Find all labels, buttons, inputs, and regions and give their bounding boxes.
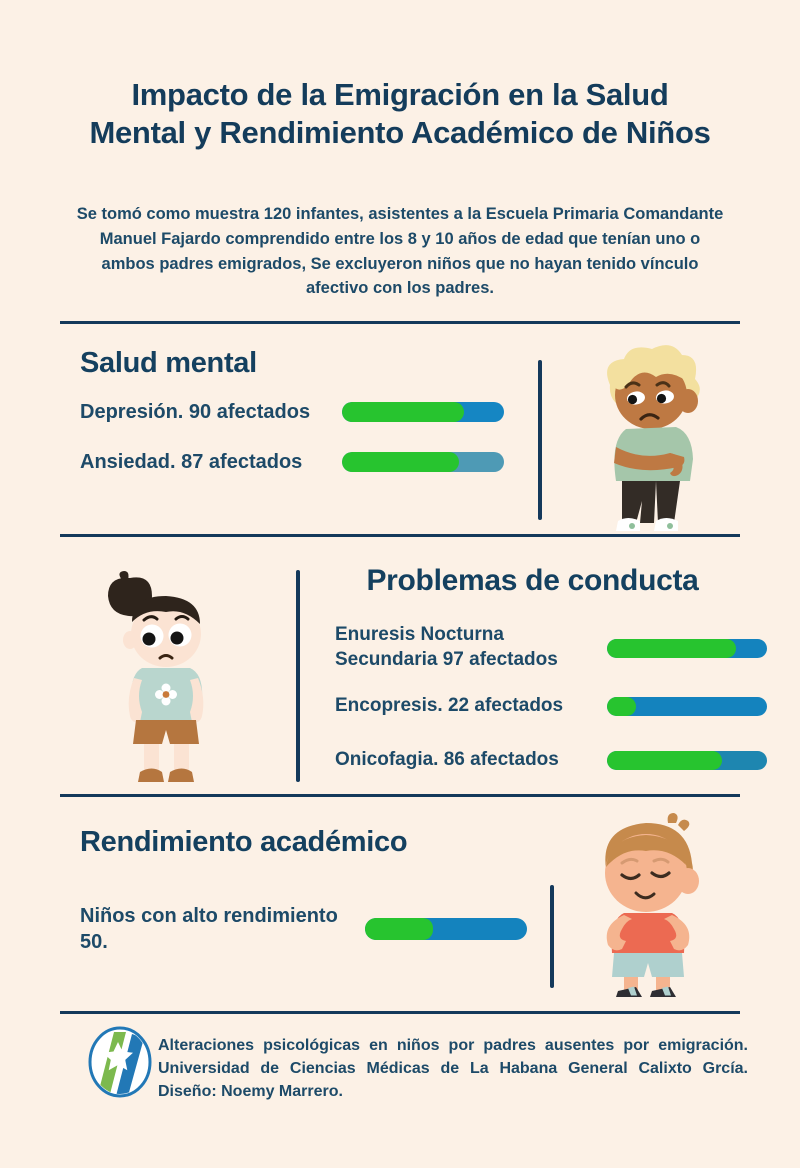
section-heading-salud-mental: Salud mental bbox=[80, 347, 257, 379]
progress-bar-onicofagia bbox=[607, 750, 767, 770]
stat-row-depresion: Depresión. 90 afectados bbox=[80, 399, 504, 425]
happy-boy-illustration bbox=[605, 813, 699, 997]
stat-row-rendimiento: Niños con alto rendimiento 50. bbox=[80, 903, 527, 955]
stat-label: Niños con alto rendimiento 50. bbox=[80, 905, 338, 953]
progress-bar-fill bbox=[607, 638, 737, 658]
progress-bar-fill bbox=[607, 696, 637, 716]
section-divider bbox=[60, 794, 740, 797]
footer-credits: Alteraciones psicológicas en niños por p… bbox=[158, 1037, 748, 1101]
section-heading-problemas-conducta: Problemas de conducta bbox=[366, 564, 699, 597]
vertical-divider bbox=[296, 570, 300, 782]
stat-label: Encopresis. 22 afectados bbox=[335, 694, 564, 716]
section-heading-rendimiento: Rendimiento académico bbox=[80, 826, 408, 858]
progress-bar-enuresis bbox=[607, 638, 767, 658]
stat-row-ansiedad: Ansiedad. 87 afectados bbox=[80, 449, 504, 475]
progress-bar-depresion bbox=[342, 402, 504, 422]
section-divider bbox=[60, 534, 740, 537]
progress-bar-fill bbox=[607, 750, 722, 770]
stat-label: Depresión. 90 afectados bbox=[80, 401, 311, 423]
progress-bar-ansiedad bbox=[342, 452, 504, 472]
sad-boy-illustration bbox=[607, 345, 700, 531]
stat-label: Enuresis Nocturna Secundaria 97 afectado… bbox=[335, 624, 558, 670]
page-title: Impacto de la Emigración en la Salud Men… bbox=[89, 77, 711, 150]
progress-bar-fill bbox=[365, 918, 433, 940]
vertical-divider bbox=[538, 360, 542, 520]
university-logo-icon bbox=[88, 1026, 152, 1098]
stat-row-enuresis: Enuresis Nocturna Secundaria 97 afectado… bbox=[335, 620, 767, 676]
progress-bar-fill bbox=[342, 402, 464, 422]
progress-bar-rendimiento bbox=[365, 918, 527, 940]
progress-bar-fill bbox=[342, 452, 460, 472]
progress-bar-encopresis bbox=[607, 696, 767, 716]
footer-divider bbox=[60, 1011, 740, 1014]
vertical-divider bbox=[550, 885, 554, 988]
intro-text: Se tomó como muestra 120 infantes, asist… bbox=[76, 205, 724, 298]
stat-label: Onicofagia. 86 afectados bbox=[335, 748, 559, 770]
stat-row-onicofagia: Onicofagia. 86 afectados bbox=[335, 742, 767, 778]
stat-label: Ansiedad. 87 afectados bbox=[80, 451, 303, 473]
sad-girl-illustration bbox=[108, 571, 204, 782]
section-divider bbox=[60, 321, 740, 324]
stat-row-encopresis: Encopresis. 22 afectados bbox=[335, 688, 767, 724]
